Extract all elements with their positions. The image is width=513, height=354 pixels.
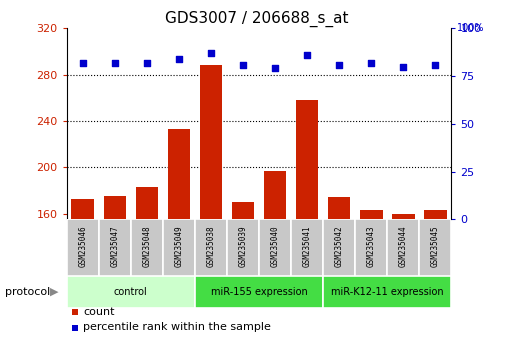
- Text: GSM235042: GSM235042: [334, 226, 344, 268]
- Text: GSM235049: GSM235049: [174, 226, 184, 268]
- Bar: [392, 214, 415, 354]
- Bar: [195, 219, 227, 276]
- Point: [399, 64, 407, 69]
- Bar: [163, 219, 195, 276]
- Bar: [259, 219, 291, 276]
- Bar: [104, 196, 126, 354]
- Text: GSM235040: GSM235040: [270, 226, 280, 268]
- Bar: [71, 199, 94, 354]
- Bar: [387, 219, 420, 276]
- Text: GSM235038: GSM235038: [206, 226, 215, 268]
- Point: [335, 62, 343, 68]
- Bar: [360, 210, 383, 354]
- Text: protocol: protocol: [5, 287, 50, 297]
- Point: [303, 52, 311, 58]
- Point: [207, 50, 215, 56]
- Text: GSM235044: GSM235044: [399, 226, 408, 268]
- Text: GSM235048: GSM235048: [142, 226, 151, 268]
- Text: percentile rank within the sample: percentile rank within the sample: [83, 322, 271, 332]
- Text: GDS3007 / 206688_s_at: GDS3007 / 206688_s_at: [165, 11, 348, 27]
- Bar: [67, 276, 195, 308]
- Point: [367, 60, 376, 65]
- Bar: [420, 219, 451, 276]
- Bar: [296, 100, 319, 354]
- Text: count: count: [83, 307, 114, 317]
- Text: control: control: [114, 287, 148, 297]
- Point: [111, 60, 119, 65]
- Point: [175, 56, 183, 62]
- Bar: [200, 65, 222, 354]
- Bar: [291, 219, 323, 276]
- Text: ▶: ▶: [50, 287, 58, 297]
- Text: GSM235046: GSM235046: [78, 226, 87, 268]
- Bar: [424, 210, 447, 354]
- Bar: [328, 198, 350, 354]
- Point: [78, 60, 87, 65]
- Bar: [323, 219, 355, 276]
- Bar: [135, 187, 158, 354]
- Bar: [67, 219, 98, 276]
- Point: [239, 62, 247, 68]
- Text: miR-155 expression: miR-155 expression: [211, 287, 307, 297]
- Bar: [232, 202, 254, 354]
- Point: [271, 65, 279, 71]
- Text: GSM235043: GSM235043: [367, 226, 376, 268]
- Bar: [264, 171, 286, 354]
- Bar: [195, 276, 323, 308]
- Bar: [98, 219, 131, 276]
- Bar: [227, 219, 259, 276]
- Bar: [131, 219, 163, 276]
- Bar: [168, 129, 190, 354]
- Text: 100%: 100%: [457, 23, 484, 33]
- Text: GSM235041: GSM235041: [303, 226, 312, 268]
- Text: GSM235039: GSM235039: [239, 226, 248, 268]
- Point: [431, 62, 440, 68]
- Text: GSM235045: GSM235045: [431, 226, 440, 268]
- Bar: [355, 219, 387, 276]
- Text: miR-K12-11 expression: miR-K12-11 expression: [331, 287, 444, 297]
- Text: GSM235047: GSM235047: [110, 226, 120, 268]
- Point: [143, 60, 151, 65]
- Bar: [323, 276, 451, 308]
